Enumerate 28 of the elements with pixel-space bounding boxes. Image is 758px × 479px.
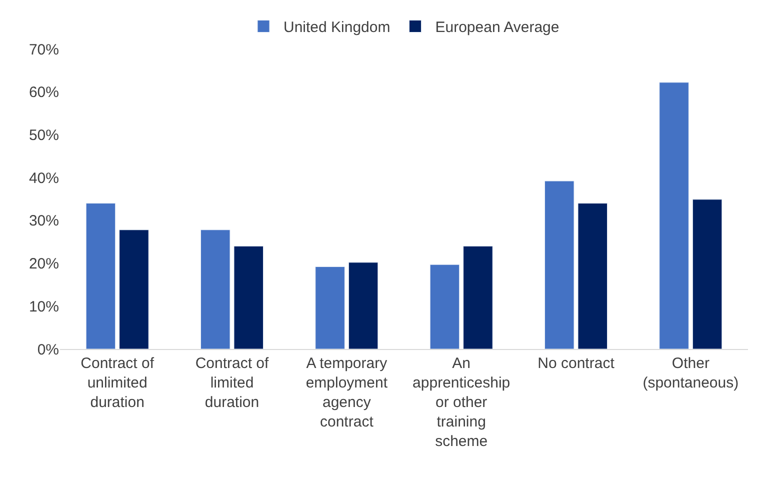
- bar: [200, 230, 230, 349]
- y-tick-label: 50%: [28, 126, 59, 144]
- bar: [578, 203, 608, 349]
- bar: [692, 199, 722, 349]
- y-tick-label: 10%: [28, 298, 59, 316]
- y-tick-label: 60%: [28, 84, 59, 102]
- legend-label: European Average: [435, 19, 560, 36]
- legend-label: United Kingdom: [284, 19, 390, 36]
- y-tick-label: 70%: [28, 41, 59, 58]
- x-tick-label: A temporary employment agency contract: [306, 355, 388, 430]
- y-tick-label: 30%: [28, 212, 59, 230]
- x-tick-label: Contract of unlimited duration: [80, 355, 155, 411]
- bar: [348, 262, 378, 349]
- bar: [86, 203, 116, 349]
- x-tick-label: Other (spontaneous): [642, 355, 739, 392]
- y-tick-label: 20%: [28, 256, 59, 273]
- x-tick-label: Contract of limited duration: [195, 355, 270, 411]
- bar: [544, 180, 574, 349]
- x-tick-label: An apprenticeship or other training scheme: [412, 355, 510, 450]
- y-tick-label: 0%: [37, 341, 59, 358]
- bar: [119, 230, 149, 349]
- bar: [430, 264, 460, 349]
- bar: [234, 246, 264, 349]
- bar: [315, 266, 345, 349]
- y-tick-label: 40%: [28, 170, 59, 187]
- bar: [659, 82, 689, 349]
- x-tick-label: No contract: [538, 355, 616, 372]
- bar: [463, 246, 493, 349]
